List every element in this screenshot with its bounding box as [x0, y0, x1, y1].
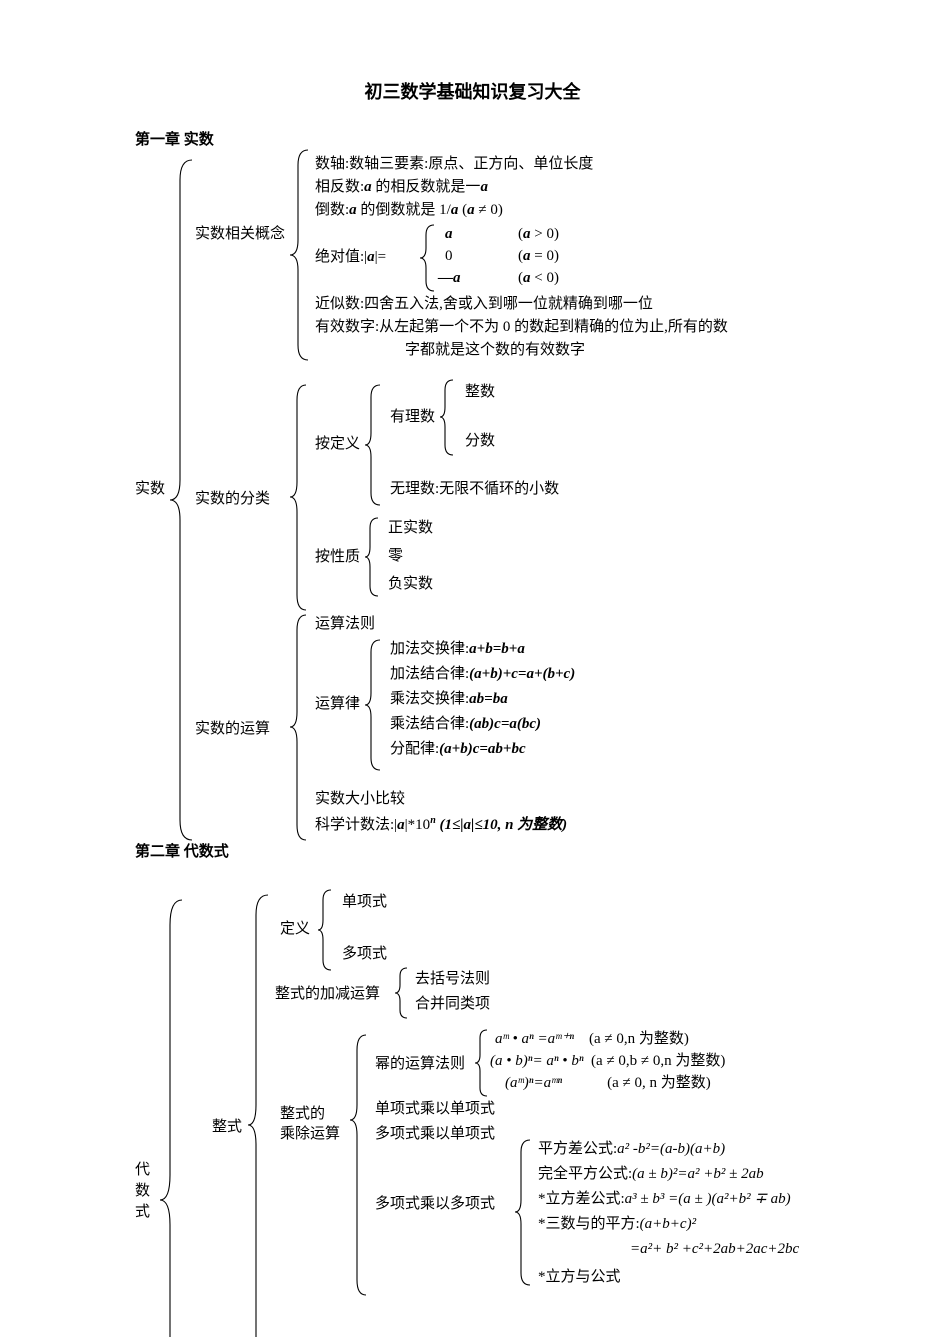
- pow3: (aᵐ)ⁿ=aᵐⁿ (a ≠ 0, n 为整数): [505, 1074, 711, 1092]
- recip-a3: a: [467, 202, 475, 218]
- brace-icon: [290, 615, 312, 840]
- sci-notation: 科学计数法:|a|*10n (1≤|a|≤10, n 为整数): [315, 815, 567, 834]
- chapter2-heading: 第二章 代数式: [135, 843, 229, 861]
- abs-case1-c: (a > 0): [518, 225, 559, 243]
- ops-rule: 运算法则: [315, 615, 375, 633]
- zero-label: 零: [388, 547, 403, 565]
- abs-case2: 0: [445, 247, 453, 265]
- brace-icon: [440, 380, 458, 455]
- law2: 加法结合律:(a+b)+c=a+(b+c): [390, 665, 575, 683]
- polynomial: 多项式: [342, 945, 387, 963]
- opposite-a: a: [364, 179, 372, 195]
- addsub-label: 整式的加减运算: [275, 985, 380, 1003]
- c2r3: 式: [135, 1202, 150, 1223]
- law3: 乘法交换律:ab=ba: [390, 690, 508, 708]
- brace-icon: [365, 640, 385, 770]
- c2-root: 代 数 式: [135, 1160, 150, 1223]
- c2r1: 代: [135, 1160, 150, 1181]
- page: 初三数学基础知识复习大全 第一章 实数 实数 实数相关概念 数轴:数轴三要素:原…: [0, 0, 945, 1337]
- tri-formula1: *三数与的平方:(a+b+c)²: [538, 1215, 696, 1233]
- abs-line: 绝对值:|a|=: [315, 248, 386, 266]
- law1: 加法交换律:a+b=b+a: [390, 640, 525, 658]
- abs-pre: 绝对值:|: [315, 249, 367, 265]
- page-title: 初三数学基础知识复习大全: [0, 78, 945, 104]
- tri-formula2: =a²+ b² +c²+2ab+2ac+2bc: [630, 1240, 799, 1258]
- cube-formula: *立方差公式:a³ ± b³ =(a ± )(a²+b² ∓ ab): [538, 1190, 791, 1208]
- compare: 实数大小比较: [315, 790, 405, 808]
- negative-label: 负实数: [388, 575, 433, 593]
- recip-pre: 倒数:: [315, 202, 349, 218]
- monomial: 单项式: [342, 893, 387, 911]
- recip-end: (: [458, 202, 467, 218]
- muldiv2: 乘除运算: [280, 1125, 340, 1143]
- pow-label: 幂的运算法则: [375, 1055, 465, 1073]
- positive-label: 正实数: [388, 519, 433, 537]
- irrational-label: 无理数:无限不循环的小数: [390, 480, 559, 498]
- concepts-label: 实数相关概念: [195, 225, 285, 243]
- sigdigits-line2: 字都就是这个数的有效数字: [405, 341, 585, 359]
- abs1v: a: [445, 226, 453, 242]
- c1-root: 实数: [135, 480, 165, 498]
- recip-a: a: [349, 202, 357, 218]
- chapter1-heading: 第一章 实数: [135, 131, 214, 149]
- abs-a: a: [367, 249, 375, 265]
- brace-icon: [365, 518, 383, 596]
- integer-label: 整数: [465, 383, 495, 401]
- abs-case2-c: (a = 0): [518, 247, 559, 265]
- abs-case1: a: [445, 225, 453, 243]
- brace-icon: [290, 150, 314, 360]
- abs-case3: —a: [438, 269, 461, 287]
- mono-x-mono: 单项式乘以单项式: [375, 1100, 495, 1118]
- brace-icon: [290, 385, 312, 610]
- abs2v: 0: [445, 248, 453, 264]
- brace-icon: [318, 890, 336, 970]
- paren-rule: 去括号法则: [415, 970, 490, 988]
- diff-formula: 平方差公式:a² -b²=(a-b)(a+b): [538, 1140, 725, 1158]
- bydef-label: 按定义: [315, 435, 360, 453]
- brace-icon: [350, 1035, 372, 1295]
- ops-laws: 运算律: [315, 695, 360, 713]
- recip-mid: 的倒数就是 1/: [357, 202, 451, 218]
- brace-icon: [365, 385, 385, 505]
- poly-x-mono: 多项式乘以单项式: [375, 1125, 495, 1143]
- integral-label: 整式: [212, 1118, 242, 1136]
- sigdigits-line1: 有效数字:从左起第一个不为 0 的数起到精确的位为止,所有的数: [315, 318, 728, 336]
- brace-icon: [515, 1140, 535, 1285]
- brace-icon: [395, 968, 411, 1018]
- abs-case3-c: (a < 0): [518, 269, 559, 287]
- law4: 乘法结合律:(ab)c=a(bc): [390, 715, 541, 733]
- muldiv1: 整式的: [280, 1105, 325, 1123]
- bynature-label: 按性质: [315, 548, 360, 566]
- brace-icon: [420, 225, 438, 291]
- brace-icon: [248, 895, 274, 1337]
- classify-label: 实数的分类: [195, 490, 270, 508]
- rational-label: 有理数: [390, 408, 435, 426]
- def-label: 定义: [280, 920, 310, 938]
- combine: 合并同类项: [415, 995, 490, 1013]
- brace-icon: [160, 900, 190, 1337]
- pow1: aᵐ • aⁿ =aᵐ⁺ⁿ (a ≠ 0,n 为整数): [495, 1030, 689, 1048]
- sumcube: *立方与公式: [538, 1268, 621, 1286]
- recip-cond: ≠ 0): [475, 202, 503, 218]
- reciprocal-line: 倒数:a 的倒数就是 1/a (a ≠ 0): [315, 201, 503, 219]
- poly-x-poly: 多项式乘以多项式: [375, 1195, 495, 1213]
- opposite-line: 相反数:a 的相反数就是一a: [315, 178, 488, 196]
- fraction-label: 分数: [465, 432, 495, 450]
- pow2: (a • b)ⁿ= aⁿ • bⁿ (a ≠ 0,b ≠ 0,n 为整数): [490, 1052, 725, 1070]
- ops-label: 实数的运算: [195, 720, 270, 738]
- opposite-mid: 的相反数就是一: [372, 179, 481, 195]
- perf-formula: 完全平方公式:(a ± b)²=a² +b² ± 2ab: [538, 1165, 764, 1183]
- brace-icon: [475, 1030, 491, 1096]
- law5: 分配律:(a+b)c=ab+bc: [390, 740, 526, 758]
- c2r2: 数: [135, 1181, 150, 1202]
- opposite-pre: 相反数:: [315, 179, 364, 195]
- abs-eq: |=: [375, 249, 386, 265]
- approx-line: 近似数:四舍五入法,舍或入到哪一位就精确到哪一位: [315, 295, 653, 313]
- axis-line: 数轴:数轴三要素:原点、正方向、单位长度: [315, 155, 593, 173]
- opposite-a2: a: [480, 179, 488, 195]
